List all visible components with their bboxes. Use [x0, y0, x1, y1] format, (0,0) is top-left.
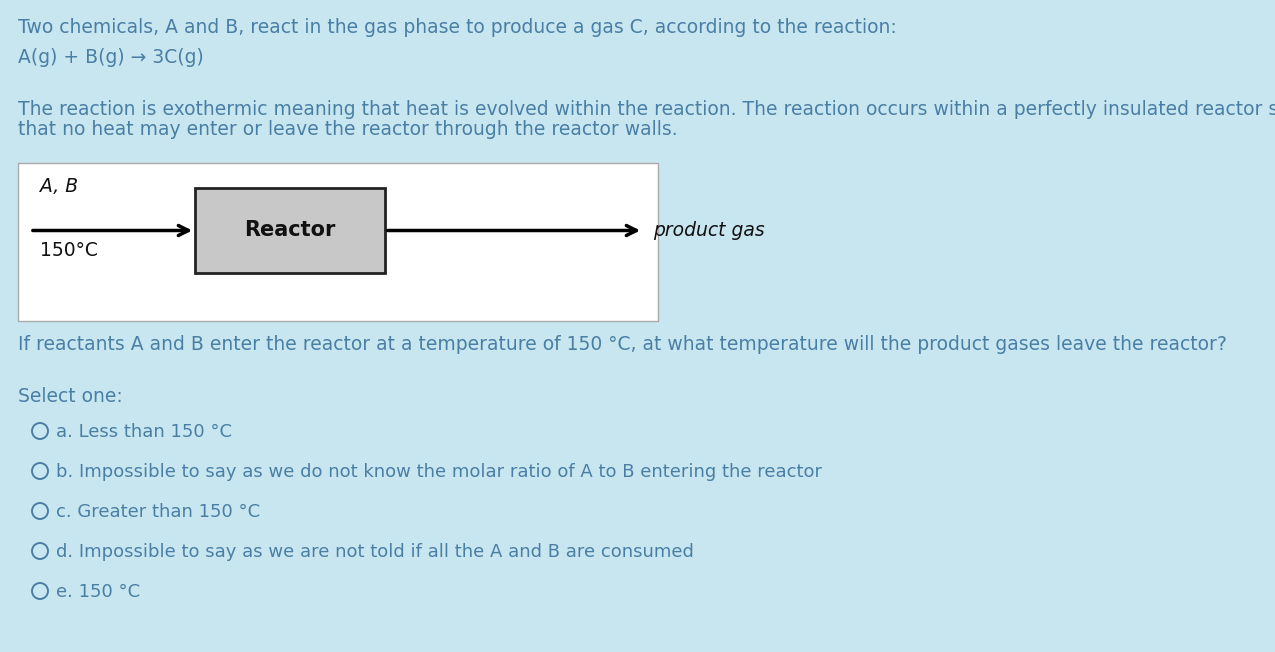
- Text: a. Less than 150 °C: a. Less than 150 °C: [56, 423, 232, 441]
- Text: A, B: A, B: [40, 177, 78, 196]
- Text: If reactants A and B enter the reactor at a temperature of 150 °C, at what tempe: If reactants A and B enter the reactor a…: [18, 335, 1227, 354]
- Text: b. Impossible to say as we do not know the molar ratio of A to B entering the re: b. Impossible to say as we do not know t…: [56, 463, 822, 481]
- Bar: [195, 188, 385, 273]
- Text: A(g) + B(g) → 3C(g): A(g) + B(g) → 3C(g): [18, 48, 204, 67]
- Bar: [18, 163, 658, 321]
- Text: e. 150 °C: e. 150 °C: [56, 583, 140, 601]
- Text: Two chemicals, A and B, react in the gas phase to produce a gas C, according to : Two chemicals, A and B, react in the gas…: [18, 18, 896, 37]
- Text: Reactor: Reactor: [245, 220, 335, 241]
- Text: that no heat may enter or leave the reactor through the reactor walls.: that no heat may enter or leave the reac…: [18, 120, 677, 139]
- Text: The reaction is exothermic meaning that heat is evolved within the reaction. The: The reaction is exothermic meaning that …: [18, 100, 1275, 119]
- Text: product gas: product gas: [653, 221, 765, 240]
- Text: Select one:: Select one:: [18, 387, 122, 406]
- Text: d. Impossible to say as we are not told if all the A and B are consumed: d. Impossible to say as we are not told …: [56, 543, 694, 561]
- Text: c. Greater than 150 °C: c. Greater than 150 °C: [56, 503, 260, 521]
- Text: 150°C: 150°C: [40, 241, 98, 259]
